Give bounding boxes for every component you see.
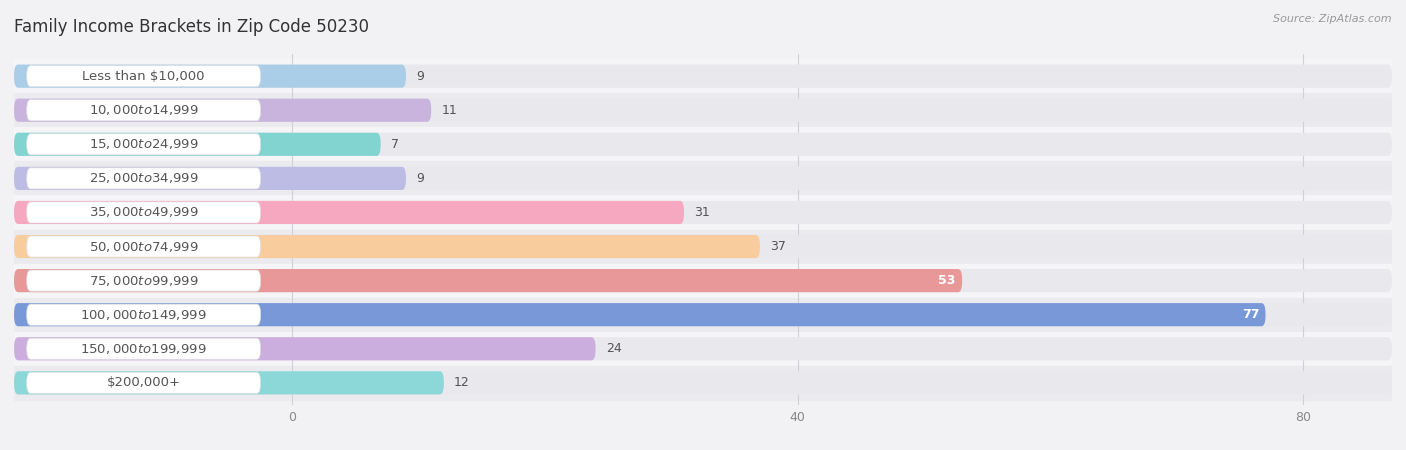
Text: 24: 24 [606, 342, 621, 355]
FancyBboxPatch shape [27, 202, 260, 223]
FancyBboxPatch shape [14, 269, 962, 292]
FancyBboxPatch shape [14, 235, 759, 258]
FancyBboxPatch shape [14, 133, 1392, 156]
Text: Source: ZipAtlas.com: Source: ZipAtlas.com [1274, 14, 1392, 23]
Text: $15,000 to $24,999: $15,000 to $24,999 [89, 137, 198, 151]
Bar [14, 366, 1392, 400]
FancyBboxPatch shape [14, 269, 1392, 292]
Bar [14, 230, 1392, 264]
Text: 9: 9 [416, 70, 425, 83]
Text: $10,000 to $14,999: $10,000 to $14,999 [89, 103, 198, 117]
FancyBboxPatch shape [14, 337, 596, 360]
Text: 77: 77 [1241, 308, 1260, 321]
FancyBboxPatch shape [14, 235, 1392, 258]
Bar [14, 297, 1392, 332]
Text: Less than $10,000: Less than $10,000 [83, 70, 205, 83]
Text: 11: 11 [441, 104, 457, 117]
FancyBboxPatch shape [14, 167, 406, 190]
FancyBboxPatch shape [14, 201, 685, 224]
Text: $25,000 to $34,999: $25,000 to $34,999 [89, 171, 198, 185]
FancyBboxPatch shape [14, 371, 1392, 395]
FancyBboxPatch shape [14, 303, 1265, 326]
FancyBboxPatch shape [27, 236, 260, 257]
FancyBboxPatch shape [27, 99, 260, 121]
FancyBboxPatch shape [27, 270, 260, 291]
Text: $75,000 to $99,999: $75,000 to $99,999 [89, 274, 198, 288]
Text: 37: 37 [770, 240, 786, 253]
FancyBboxPatch shape [27, 372, 260, 393]
FancyBboxPatch shape [27, 304, 260, 325]
Text: $100,000 to $149,999: $100,000 to $149,999 [80, 308, 207, 322]
FancyBboxPatch shape [14, 64, 1392, 88]
Text: 9: 9 [416, 172, 425, 185]
Text: $150,000 to $199,999: $150,000 to $199,999 [80, 342, 207, 356]
Bar [14, 264, 1392, 297]
FancyBboxPatch shape [27, 168, 260, 189]
FancyBboxPatch shape [27, 134, 260, 155]
Bar [14, 332, 1392, 366]
FancyBboxPatch shape [14, 201, 1392, 224]
Text: 53: 53 [938, 274, 956, 287]
Bar [14, 59, 1392, 93]
Bar [14, 93, 1392, 127]
Text: 31: 31 [695, 206, 710, 219]
FancyBboxPatch shape [27, 338, 260, 360]
FancyBboxPatch shape [14, 133, 381, 156]
FancyBboxPatch shape [14, 303, 1392, 326]
FancyBboxPatch shape [27, 66, 260, 87]
FancyBboxPatch shape [14, 167, 1392, 190]
FancyBboxPatch shape [14, 64, 406, 88]
Text: 12: 12 [454, 376, 470, 389]
Text: 7: 7 [391, 138, 399, 151]
FancyBboxPatch shape [14, 337, 1392, 360]
Text: $50,000 to $74,999: $50,000 to $74,999 [89, 239, 198, 253]
Bar [14, 127, 1392, 162]
FancyBboxPatch shape [14, 99, 432, 122]
Bar [14, 162, 1392, 195]
FancyBboxPatch shape [14, 99, 1392, 122]
Text: $35,000 to $49,999: $35,000 to $49,999 [89, 206, 198, 220]
Bar [14, 195, 1392, 230]
FancyBboxPatch shape [14, 371, 444, 395]
Text: $200,000+: $200,000+ [107, 376, 180, 389]
Text: Family Income Brackets in Zip Code 50230: Family Income Brackets in Zip Code 50230 [14, 18, 368, 36]
